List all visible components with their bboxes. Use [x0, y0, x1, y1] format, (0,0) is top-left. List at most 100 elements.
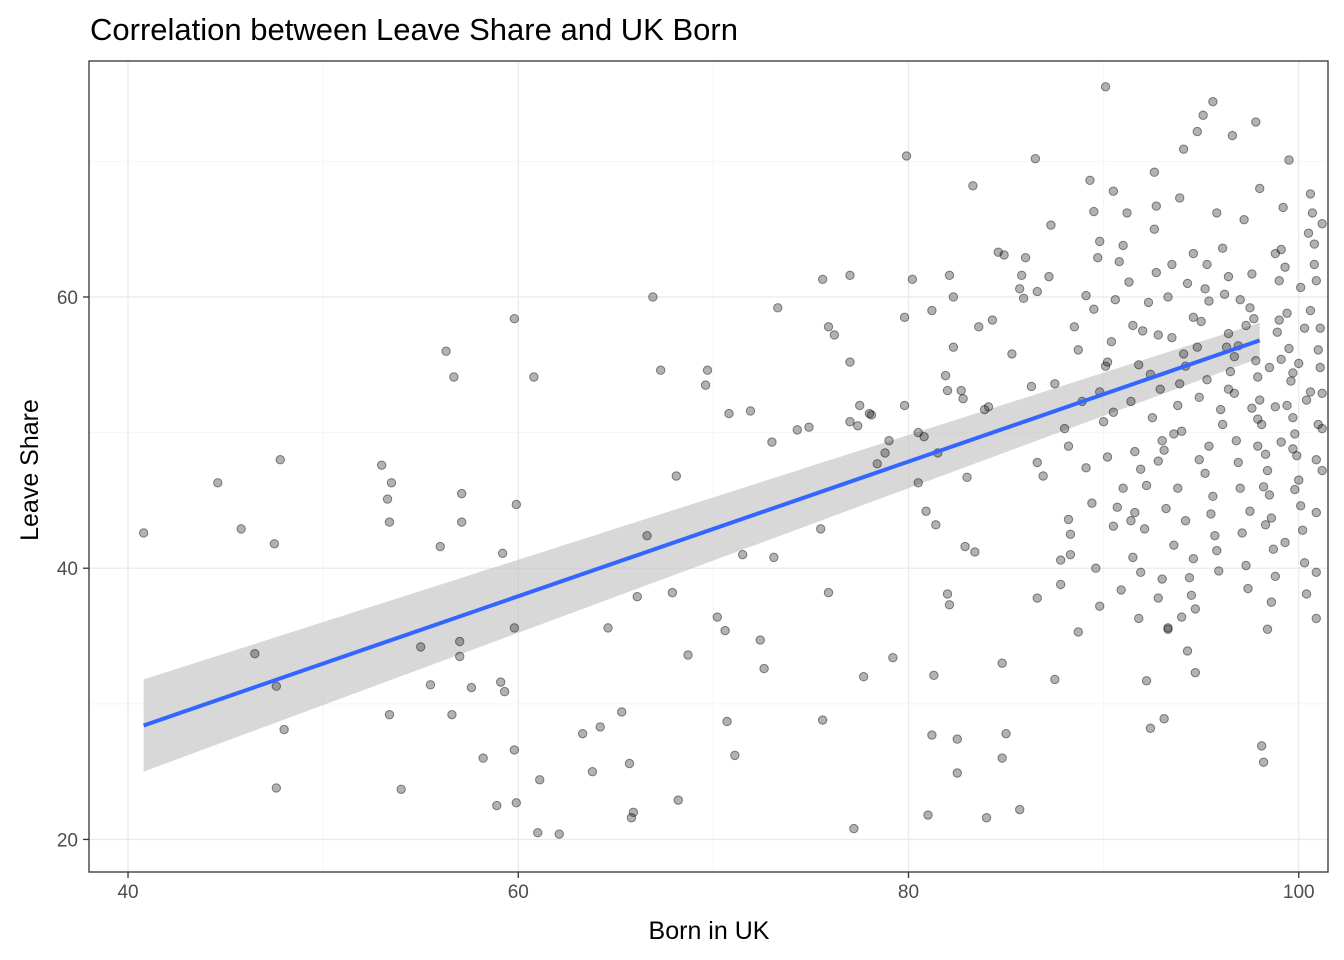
data-point — [384, 517, 395, 527]
data-point — [1145, 723, 1156, 733]
data-point — [767, 437, 777, 447]
data-point — [1208, 491, 1218, 502]
data-point — [974, 322, 984, 332]
data-point — [958, 393, 968, 404]
data-point — [529, 372, 539, 382]
data-point — [1299, 323, 1310, 333]
data-point — [1081, 463, 1091, 473]
data-point — [952, 768, 962, 778]
data-point — [1317, 465, 1327, 476]
data-point — [1276, 244, 1286, 255]
data-point — [940, 370, 951, 381]
data-point — [1063, 514, 1074, 525]
data-point — [1124, 277, 1134, 287]
data-point — [1290, 484, 1300, 495]
data-point — [968, 181, 978, 191]
data-point — [1266, 597, 1277, 607]
data-point — [730, 750, 740, 761]
data-point — [1311, 613, 1321, 624]
data-point — [1046, 220, 1056, 230]
data-point — [648, 292, 658, 302]
data-point — [823, 587, 834, 598]
chart-title: Correlation between Leave Share and UK B… — [90, 12, 738, 47]
data-point — [1143, 297, 1154, 308]
data-point — [1182, 646, 1193, 656]
data-point — [899, 312, 910, 323]
panel-border — [88, 60, 1329, 873]
data-point — [1282, 308, 1292, 318]
data-point — [1114, 257, 1124, 267]
data-point — [1196, 316, 1206, 327]
data-point — [1253, 372, 1263, 382]
data-point — [495, 677, 506, 687]
data-point — [1266, 513, 1277, 523]
data-point — [1208, 96, 1218, 107]
data-point — [632, 591, 642, 602]
data-point — [456, 517, 467, 527]
data-point — [1178, 349, 1189, 359]
data-point — [884, 436, 894, 446]
data-point — [927, 730, 937, 740]
data-point — [1176, 426, 1187, 436]
data-point — [1270, 402, 1281, 412]
data-point — [880, 448, 890, 458]
data-point — [396, 784, 406, 794]
data-point — [845, 417, 855, 427]
data-point — [509, 623, 520, 633]
data-point — [1108, 521, 1119, 531]
data-point — [1309, 239, 1320, 249]
data-point — [1126, 396, 1136, 407]
data-point — [673, 795, 683, 805]
data-point — [1212, 545, 1222, 556]
data-point — [845, 357, 855, 367]
data-point — [1268, 544, 1279, 554]
data-point — [1106, 337, 1117, 347]
data-point — [1251, 356, 1261, 366]
data-point — [1249, 313, 1259, 324]
data-point — [1247, 269, 1257, 279]
data-point — [1055, 579, 1066, 590]
data-point — [213, 478, 223, 488]
data-point — [792, 425, 802, 435]
data-point — [509, 313, 520, 324]
data-point — [981, 813, 992, 823]
data-point — [823, 322, 834, 332]
trend-line — [142, 338, 1261, 728]
data-point — [702, 365, 713, 375]
data-point — [1059, 423, 1070, 434]
data-point — [921, 506, 931, 516]
data-point — [1231, 436, 1241, 446]
data-point — [1063, 441, 1074, 451]
data-point — [1217, 419, 1228, 430]
data-point — [1305, 387, 1316, 397]
data-point — [455, 651, 465, 662]
data-point — [956, 385, 966, 396]
data-point — [535, 775, 545, 785]
data-point — [855, 400, 865, 411]
data-point — [1180, 516, 1191, 526]
data-point — [1194, 455, 1204, 465]
x-tick-label: 60 — [508, 882, 529, 903]
y-tick-label: 20 — [57, 830, 78, 851]
data-point — [1317, 423, 1327, 434]
data-point — [1235, 294, 1245, 305]
data-point — [1288, 444, 1298, 454]
data-point — [745, 406, 756, 416]
data-point — [1153, 593, 1163, 603]
data-point — [1243, 583, 1253, 594]
data-point — [773, 303, 783, 313]
data-point — [987, 315, 998, 325]
data-point — [1276, 437, 1286, 447]
data-point — [759, 663, 769, 674]
data-point — [1130, 446, 1140, 457]
data-point — [667, 587, 678, 598]
data-point — [1175, 379, 1185, 389]
data-point — [1258, 482, 1269, 492]
data-point — [1100, 361, 1111, 371]
data-point — [250, 648, 260, 659]
y-tick-label: 60 — [57, 288, 78, 309]
data-point — [1139, 524, 1150, 534]
data-point — [1245, 303, 1255, 313]
data-point — [577, 728, 588, 739]
